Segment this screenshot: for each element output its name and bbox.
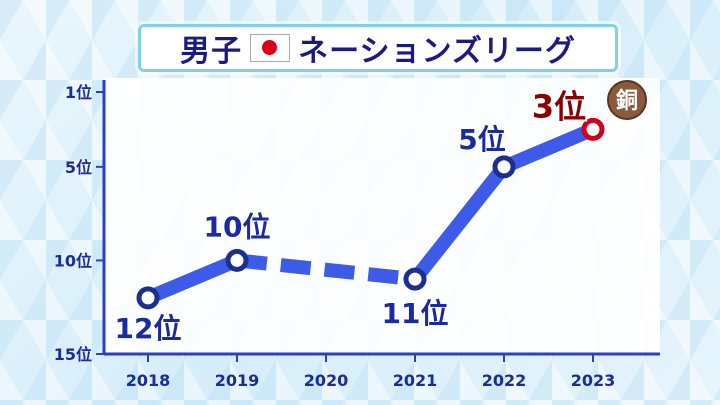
- x-tick-label: 2022: [482, 371, 527, 390]
- chart-title-part1: 男子: [180, 34, 243, 69]
- plot-area: [104, 78, 660, 354]
- x-tick-label: 2021: [393, 371, 438, 390]
- bronze-badge-label: 銅: [616, 88, 638, 114]
- chart-title-part2: ネーションズリーグ: [298, 34, 576, 69]
- series-segment: [141, 253, 244, 305]
- japan-flag-icon: [250, 34, 291, 62]
- data-label: 11位: [382, 297, 449, 330]
- data-point: [581, 117, 605, 141]
- y-tick-label: 5位: [65, 158, 92, 177]
- data-point: [136, 286, 160, 310]
- y-tick-label: 1位: [65, 83, 92, 102]
- data-label: 10位: [204, 210, 271, 243]
- series-segment: [497, 122, 600, 174]
- x-tick-label: 2020: [304, 371, 349, 390]
- data-label: 12位: [115, 312, 182, 345]
- series-segment-dashed: [236, 253, 416, 287]
- data-point: [492, 155, 516, 179]
- data-label: 5位: [458, 123, 505, 156]
- x-tick-label: 2018: [126, 371, 171, 390]
- data-point: [403, 267, 427, 291]
- chart-title-box: 男子 ネーションズリーグ: [138, 24, 618, 72]
- series-segment: [408, 159, 511, 287]
- data-point: [225, 248, 249, 272]
- x-tick-label: 2019: [215, 371, 260, 390]
- data-label: 3位: [532, 87, 586, 125]
- y-tick-label: 10位: [54, 251, 92, 270]
- x-tick-label: 2023: [571, 371, 616, 390]
- bronze-medal-icon: [607, 80, 647, 120]
- y-tick-label: 15位: [54, 345, 92, 364]
